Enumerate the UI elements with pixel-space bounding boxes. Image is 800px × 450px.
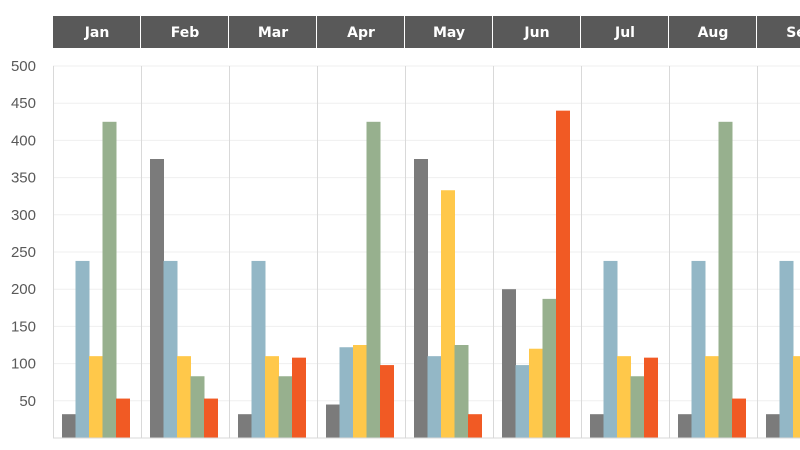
bar (204, 398, 218, 438)
bar (366, 121, 381, 439)
bar (705, 356, 719, 438)
bar (617, 356, 631, 438)
bar (414, 159, 428, 438)
bar (150, 159, 164, 438)
bar (502, 289, 516, 438)
month-header-cell (229, 16, 316, 48)
month-label: Mar (258, 25, 288, 41)
bar (339, 347, 354, 438)
bar (644, 357, 658, 438)
bar (468, 414, 482, 438)
y-tick-label: 200 (11, 281, 36, 298)
bar (793, 356, 800, 438)
bar (102, 121, 117, 439)
month-label: May (433, 25, 465, 41)
month-label: Sep (786, 25, 800, 41)
month-header-cell (405, 16, 492, 48)
month-label: Jun (523, 25, 549, 41)
month-header-cell (141, 16, 228, 48)
bars (62, 110, 800, 439)
y-tick-label: 100 (11, 356, 36, 373)
bar (177, 356, 191, 438)
bar (427, 356, 442, 438)
bar (779, 260, 794, 438)
bar (278, 376, 293, 438)
bar (556, 110, 570, 438)
month-label: Jul (614, 25, 635, 41)
y-tick-label: 250 (11, 244, 36, 261)
month-header-cell (53, 16, 140, 48)
bar (529, 348, 543, 438)
bar (441, 190, 455, 438)
y-axis: 50 100 150 200 250 300 350 400 450 500 (11, 58, 800, 439)
month-header-cell (493, 16, 580, 48)
bar (163, 260, 178, 438)
month-header-cell (581, 16, 668, 48)
month-label: Aug (698, 25, 729, 41)
bar (116, 398, 130, 438)
y-tick-label: 150 (11, 318, 36, 335)
bar (454, 345, 469, 438)
bar (766, 414, 780, 438)
month-label: Feb (171, 25, 200, 41)
bar (251, 260, 266, 438)
bar (590, 414, 604, 438)
bar (265, 356, 279, 438)
bar (353, 345, 367, 438)
bar (190, 376, 205, 438)
bar (89, 356, 103, 438)
bar (718, 121, 733, 439)
y-tick-label: 400 (11, 132, 36, 149)
month-header-cell (757, 16, 800, 48)
month-label: Jan (84, 25, 110, 41)
month-header-cell (317, 16, 404, 48)
month-separators (53, 66, 758, 438)
bar (515, 365, 530, 438)
bar (603, 260, 618, 438)
bar (630, 376, 645, 438)
bar (75, 260, 90, 438)
y-tick-label: 50 (19, 393, 36, 410)
month-header: Jan Feb Mar Apr May Jun Jul Aug Sep (53, 16, 800, 48)
bar (542, 298, 557, 438)
bar (380, 365, 394, 438)
bar (326, 404, 340, 438)
y-tick-label: 500 (11, 58, 36, 75)
bar (62, 414, 76, 438)
y-tick-label: 450 (11, 95, 36, 112)
y-tick-label: 300 (11, 207, 36, 224)
bar (292, 357, 306, 438)
month-header-cell (669, 16, 756, 48)
bar (732, 398, 746, 438)
month-label: Apr (347, 25, 375, 41)
bar (678, 414, 692, 438)
bar (238, 414, 252, 438)
y-tick-label: 350 (11, 170, 36, 187)
bar (691, 260, 706, 438)
